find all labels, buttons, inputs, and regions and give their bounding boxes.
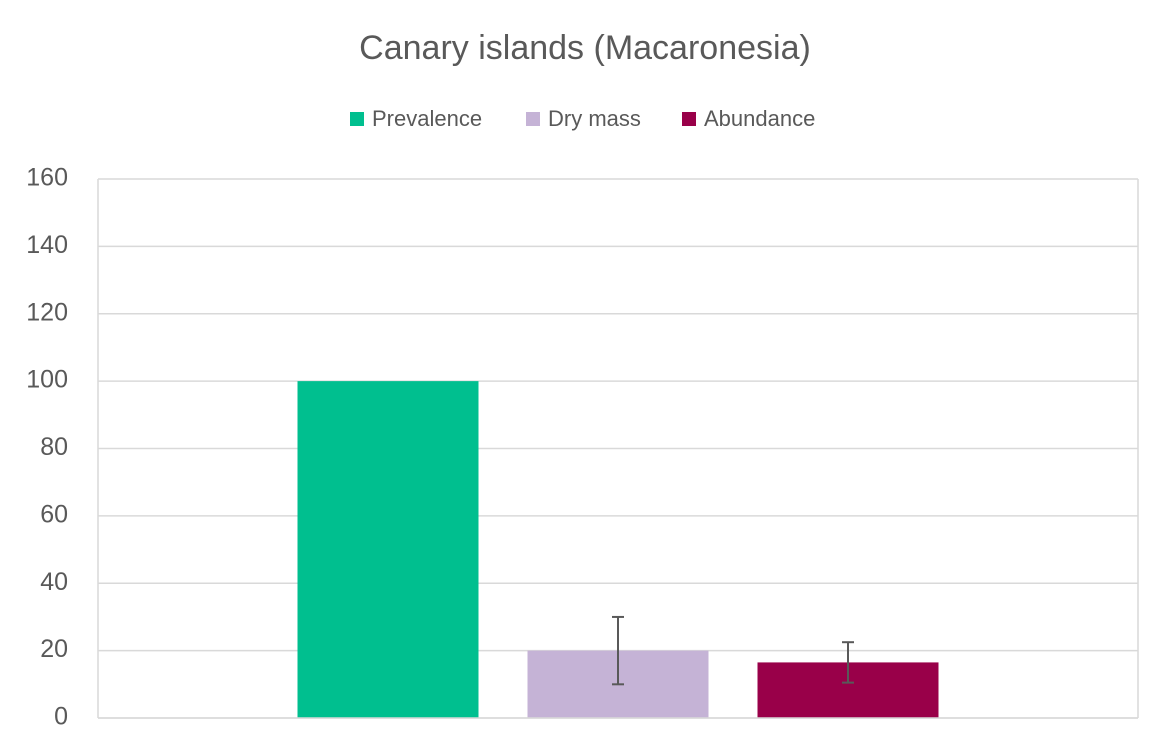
y-tick-label: 140	[26, 231, 68, 259]
legend-label: Dry mass	[548, 106, 641, 131]
bar	[297, 381, 479, 718]
legend-swatch	[350, 112, 364, 126]
y-tick-label: 60	[40, 500, 68, 528]
y-tick-label: 20	[40, 635, 68, 663]
legend-swatch	[682, 112, 696, 126]
y-tick-label: 100	[26, 366, 68, 394]
y-tick-label: 80	[40, 433, 68, 461]
chart-title: Canary islands (Macaronesia)	[359, 29, 811, 67]
legend-label: Prevalence	[372, 106, 482, 131]
y-tick-label: 160	[26, 164, 68, 192]
legend-label: Abundance	[704, 106, 815, 131]
y-tick-label: 40	[40, 568, 68, 596]
y-tick-label: 120	[26, 298, 68, 326]
legend-swatch	[526, 112, 540, 126]
y-tick-label: 0	[54, 703, 68, 731]
